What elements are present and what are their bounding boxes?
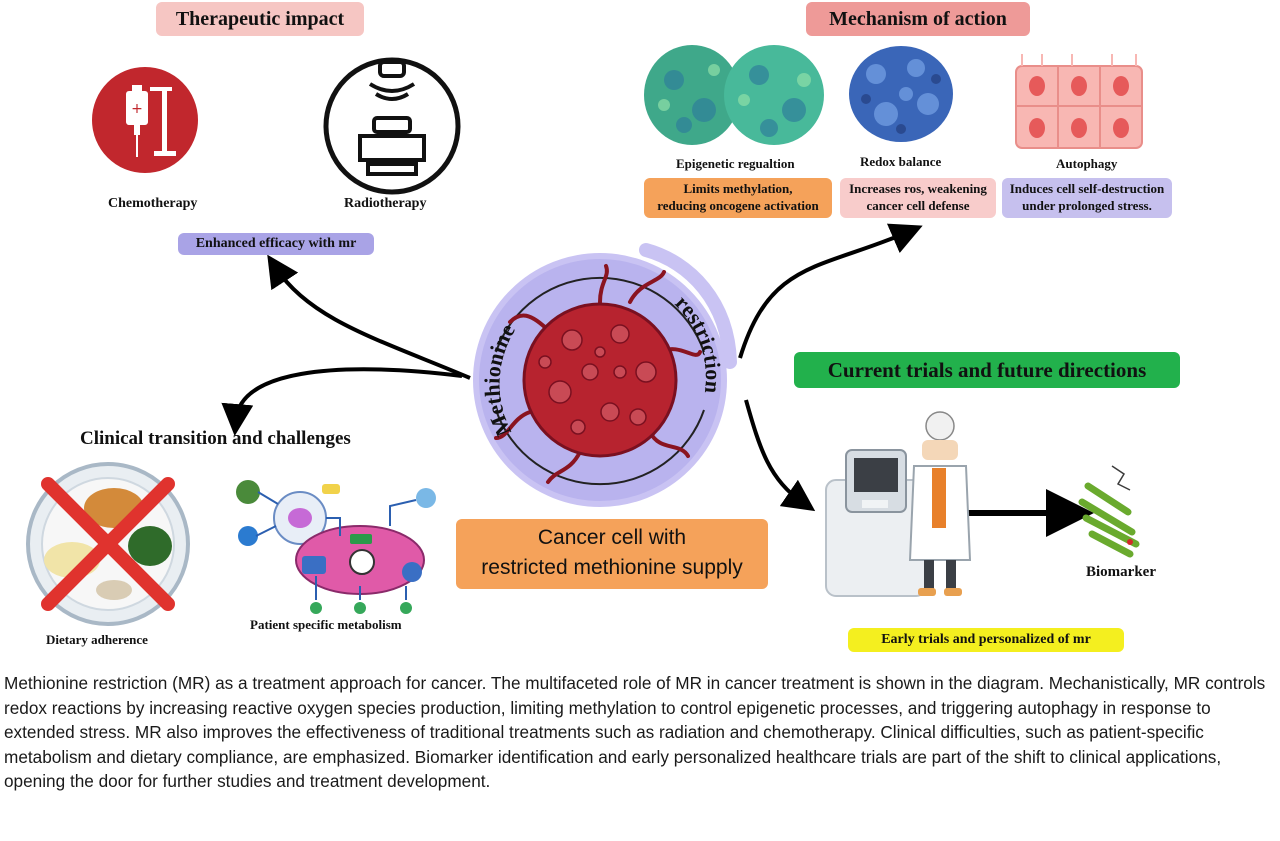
autophagy-description: Induces cell self-destruction under prol… xyxy=(1002,178,1172,218)
autophagy-desc-line-2: under prolonged stress. xyxy=(1022,198,1152,213)
redox-desc-line-2: cancer cell defense xyxy=(866,198,970,213)
radiotherapy-label: Radiotherapy xyxy=(344,196,427,211)
arrow-to-mechanism xyxy=(738,223,923,359)
chemotherapy-icon: + xyxy=(92,67,198,173)
cancer-cell-diagram: Methionine restriction xyxy=(473,243,737,507)
autophagy-label: Autophagy xyxy=(1056,156,1118,171)
trials-title: Current trials and future directions xyxy=(794,352,1180,388)
dietary-adherence-label: Dietary adherence xyxy=(46,632,148,647)
redox-description: Increases ros, weakening cancer cell def… xyxy=(840,178,996,218)
cancer-caption-line-1: Cancer cell with xyxy=(537,526,687,549)
svg-text:+: + xyxy=(131,101,143,117)
biomarker-protein-icon xyxy=(1078,465,1140,558)
therapeutic-title: Therapeutic impact xyxy=(156,2,364,36)
connector-arrows xyxy=(221,223,1094,537)
arrow-to-trials xyxy=(744,399,816,512)
mechanism-title: Mechanism of action xyxy=(806,2,1030,36)
arrow-to-therapeutic xyxy=(267,254,471,380)
redox-label: Redox balance xyxy=(860,154,942,169)
redox-desc-line-1: Increases ros, weakening xyxy=(849,181,987,196)
epigenetic-label: Epigenetic regualtion xyxy=(676,156,795,171)
epigenetic-protein-icon xyxy=(644,45,824,145)
epigenetic-desc-line-2: reducing oncogene activation xyxy=(657,198,819,213)
biomarker-label: Biomarker xyxy=(1086,564,1156,580)
clinical-title: Clinical transition and challenges xyxy=(80,428,351,449)
lab-machine-icon xyxy=(825,449,927,597)
chemotherapy-label: Chemotherapy xyxy=(108,196,198,211)
early-trials-badge: Early trials and personalized of mr xyxy=(848,628,1124,652)
enhanced-efficacy-badge: Enhanced efficacy with mr xyxy=(178,233,374,255)
metabolism-pathway-icon xyxy=(236,480,436,614)
autophagy-desc-line-1: Induces cell self-destruction xyxy=(1009,181,1165,196)
scientist-icon xyxy=(908,411,972,596)
epigenetic-desc-line-1: Limits methylation, xyxy=(683,181,793,196)
radiotherapy-icon xyxy=(323,57,461,195)
autophagy-cells-icon xyxy=(1015,54,1143,149)
cancer-caption-line-2: restricted methionine supply xyxy=(481,556,743,579)
redox-protein-icon xyxy=(849,46,953,142)
cancer-cell-caption: Cancer cell with restricted methionine s… xyxy=(456,519,768,589)
arrow-to-clinical xyxy=(221,367,463,436)
epigenetic-description: Limits methylation, reducing oncogene ac… xyxy=(644,178,832,218)
figure-caption-paragraph: Methionine restriction (MR) as a treatme… xyxy=(4,673,1266,791)
patient-metabolism-label: Patient specific metabolism xyxy=(250,617,402,632)
dietary-plate-icon xyxy=(26,462,190,626)
